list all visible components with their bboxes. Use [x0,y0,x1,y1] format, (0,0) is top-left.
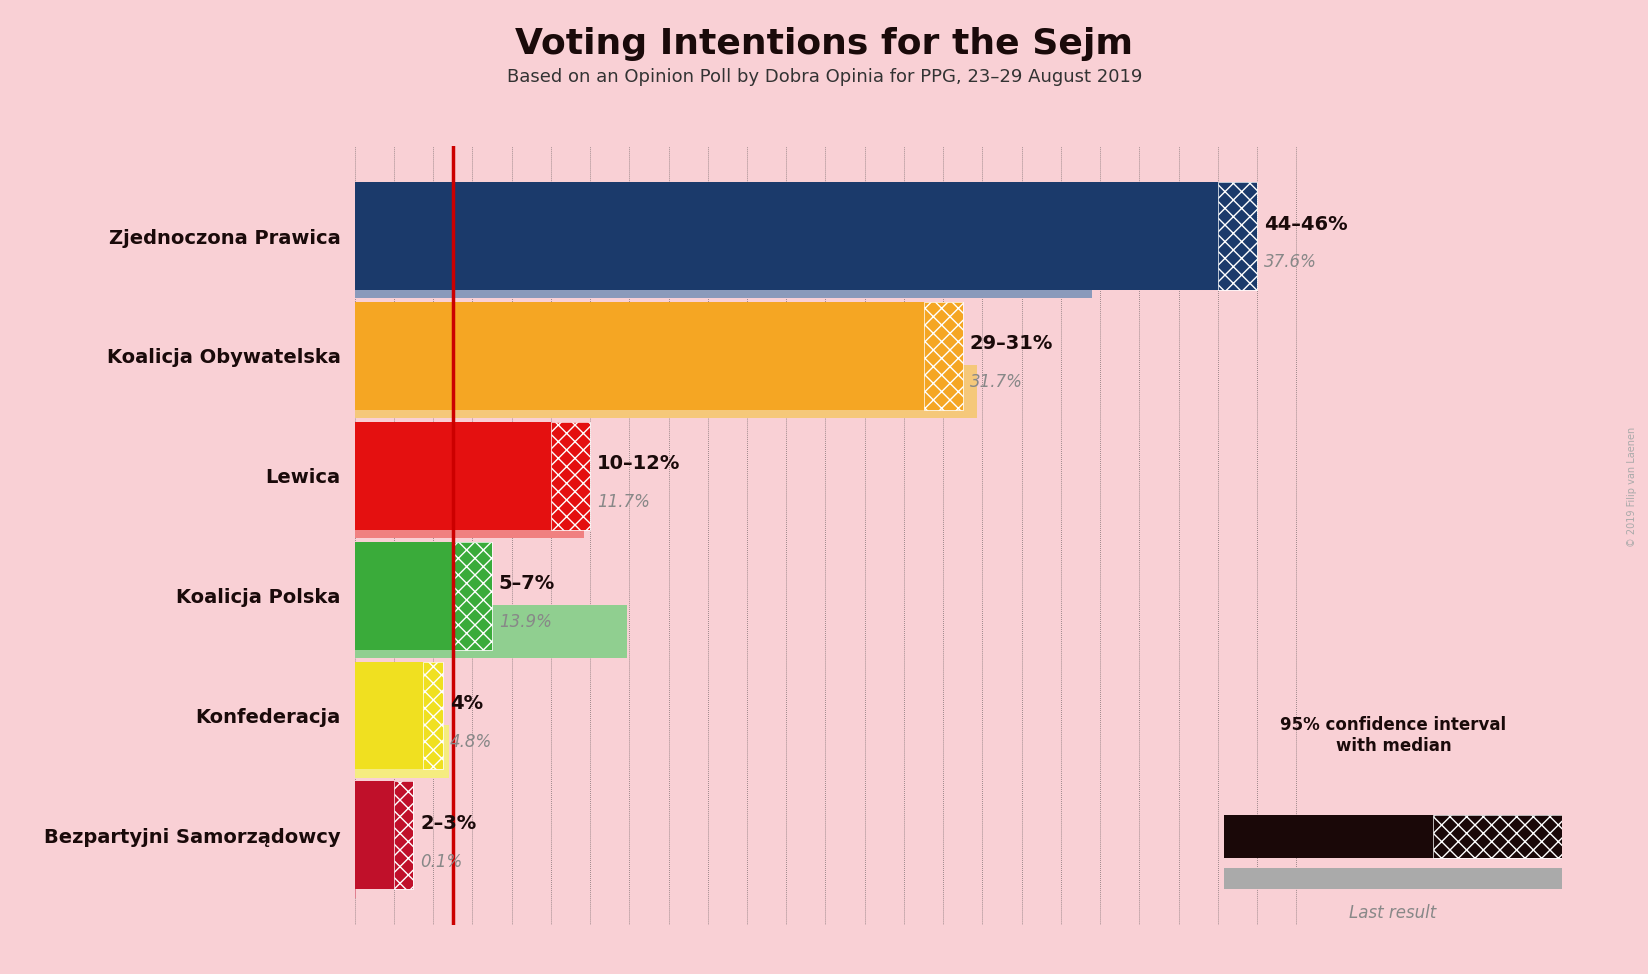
Bar [354,302,923,410]
Bar [1432,815,1561,858]
Text: Last result: Last result [1348,904,1435,921]
Bar [354,182,1218,290]
Bar [452,542,491,650]
Bar [354,422,550,530]
Bar [1218,182,1256,290]
Bar [354,845,356,898]
Bar [354,661,424,769]
Bar [1432,815,1561,858]
Bar [452,542,491,650]
Bar [1223,815,1432,858]
Text: 11.7%: 11.7% [597,493,649,511]
Text: 44–46%: 44–46% [1264,214,1346,234]
Text: Based on an Opinion Poll by Dobra Opinia for PPG, 23–29 August 2019: Based on an Opinion Poll by Dobra Opinia… [506,68,1142,86]
Bar [354,365,976,418]
Bar [354,485,583,538]
Text: 5–7%: 5–7% [498,574,555,593]
Bar [424,661,443,769]
Text: 95% confidence interval
with median: 95% confidence interval with median [1279,716,1506,755]
Bar [1218,182,1256,290]
Text: 13.9%: 13.9% [498,613,552,631]
Text: © 2019 Filip van Laenen: © 2019 Filip van Laenen [1627,427,1636,547]
Bar [550,422,590,530]
Text: 0.1%: 0.1% [420,853,461,871]
Bar [394,781,414,889]
Bar [354,542,452,650]
Bar [424,661,443,769]
Bar [354,605,626,658]
Text: 4%: 4% [450,694,483,713]
Text: 29–31%: 29–31% [969,334,1053,354]
Text: 4.8%: 4.8% [450,732,491,751]
Bar [394,781,414,889]
Text: 10–12%: 10–12% [597,454,681,473]
Bar [550,422,590,530]
Text: 2–3%: 2–3% [420,814,476,833]
Bar [923,302,962,410]
Bar [354,781,394,889]
Bar [354,725,448,778]
Text: 37.6%: 37.6% [1264,253,1317,272]
Bar [1223,868,1561,889]
Text: 31.7%: 31.7% [969,373,1022,392]
Bar [354,245,1091,298]
Text: Voting Intentions for the Sejm: Voting Intentions for the Sejm [516,27,1132,61]
Bar [923,302,962,410]
